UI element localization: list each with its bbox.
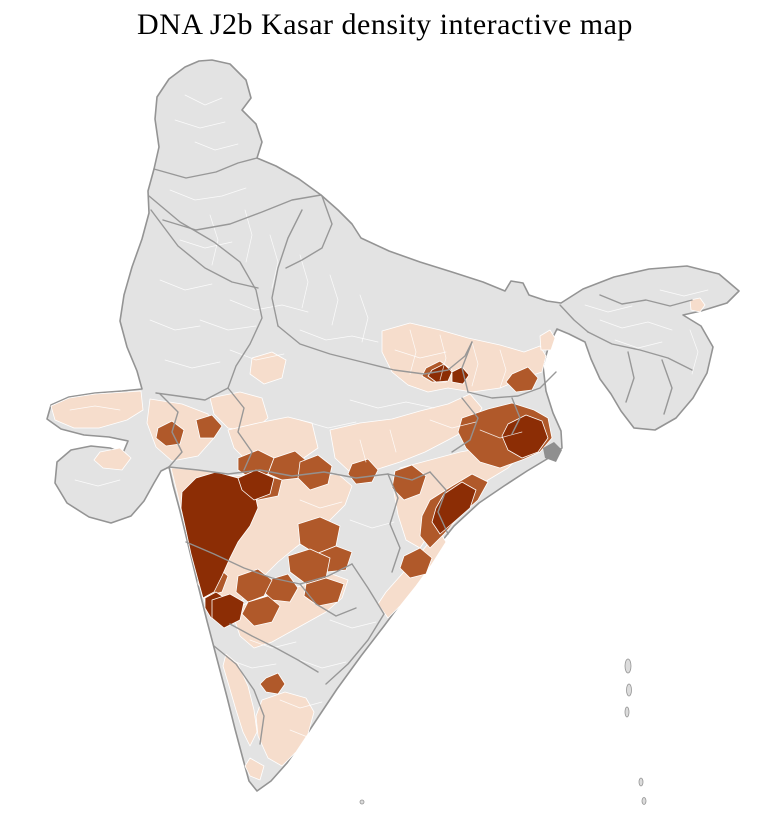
island[interactable] — [641, 797, 647, 805]
island[interactable] — [624, 706, 630, 718]
district-shape[interactable] — [235, 568, 273, 603]
page-title: DNA J2b Kasar density interactive map — [137, 8, 633, 41]
high-density-districts[interactable] — [180, 363, 549, 629]
district-shape[interactable] — [244, 757, 265, 781]
island[interactable] — [359, 799, 365, 805]
district-shape[interactable] — [303, 577, 345, 607]
district-shape[interactable] — [241, 595, 281, 627]
island-chain[interactable] — [359, 658, 647, 805]
island[interactable] — [626, 683, 632, 697]
district-shape[interactable] — [222, 653, 258, 747]
district-shape[interactable] — [391, 464, 427, 501]
district-shape[interactable] — [431, 481, 477, 535]
district-shape[interactable] — [249, 351, 287, 385]
district-shape[interactable] — [501, 414, 549, 459]
district-shape[interactable] — [255, 691, 315, 767]
district-shape[interactable] — [195, 414, 223, 439]
district-shape[interactable] — [539, 329, 556, 351]
district-shape[interactable] — [505, 366, 539, 393]
district-shape[interactable] — [399, 547, 433, 579]
state-boundaries — [148, 157, 693, 745]
district-shape[interactable] — [155, 420, 185, 447]
district-shape[interactable] — [689, 297, 706, 313]
district-shape[interactable] — [427, 363, 453, 383]
district-shape[interactable] — [180, 471, 259, 599]
island[interactable] — [638, 777, 644, 787]
district-shape[interactable] — [211, 593, 245, 629]
district-shape[interactable] — [50, 390, 144, 429]
district-boundaries — [69, 94, 709, 739]
delta-shape — [543, 442, 562, 462]
river-delta — [543, 442, 562, 462]
island[interactable] — [624, 658, 632, 674]
district-shape[interactable] — [259, 672, 286, 695]
district-shape[interactable] — [93, 447, 132, 471]
